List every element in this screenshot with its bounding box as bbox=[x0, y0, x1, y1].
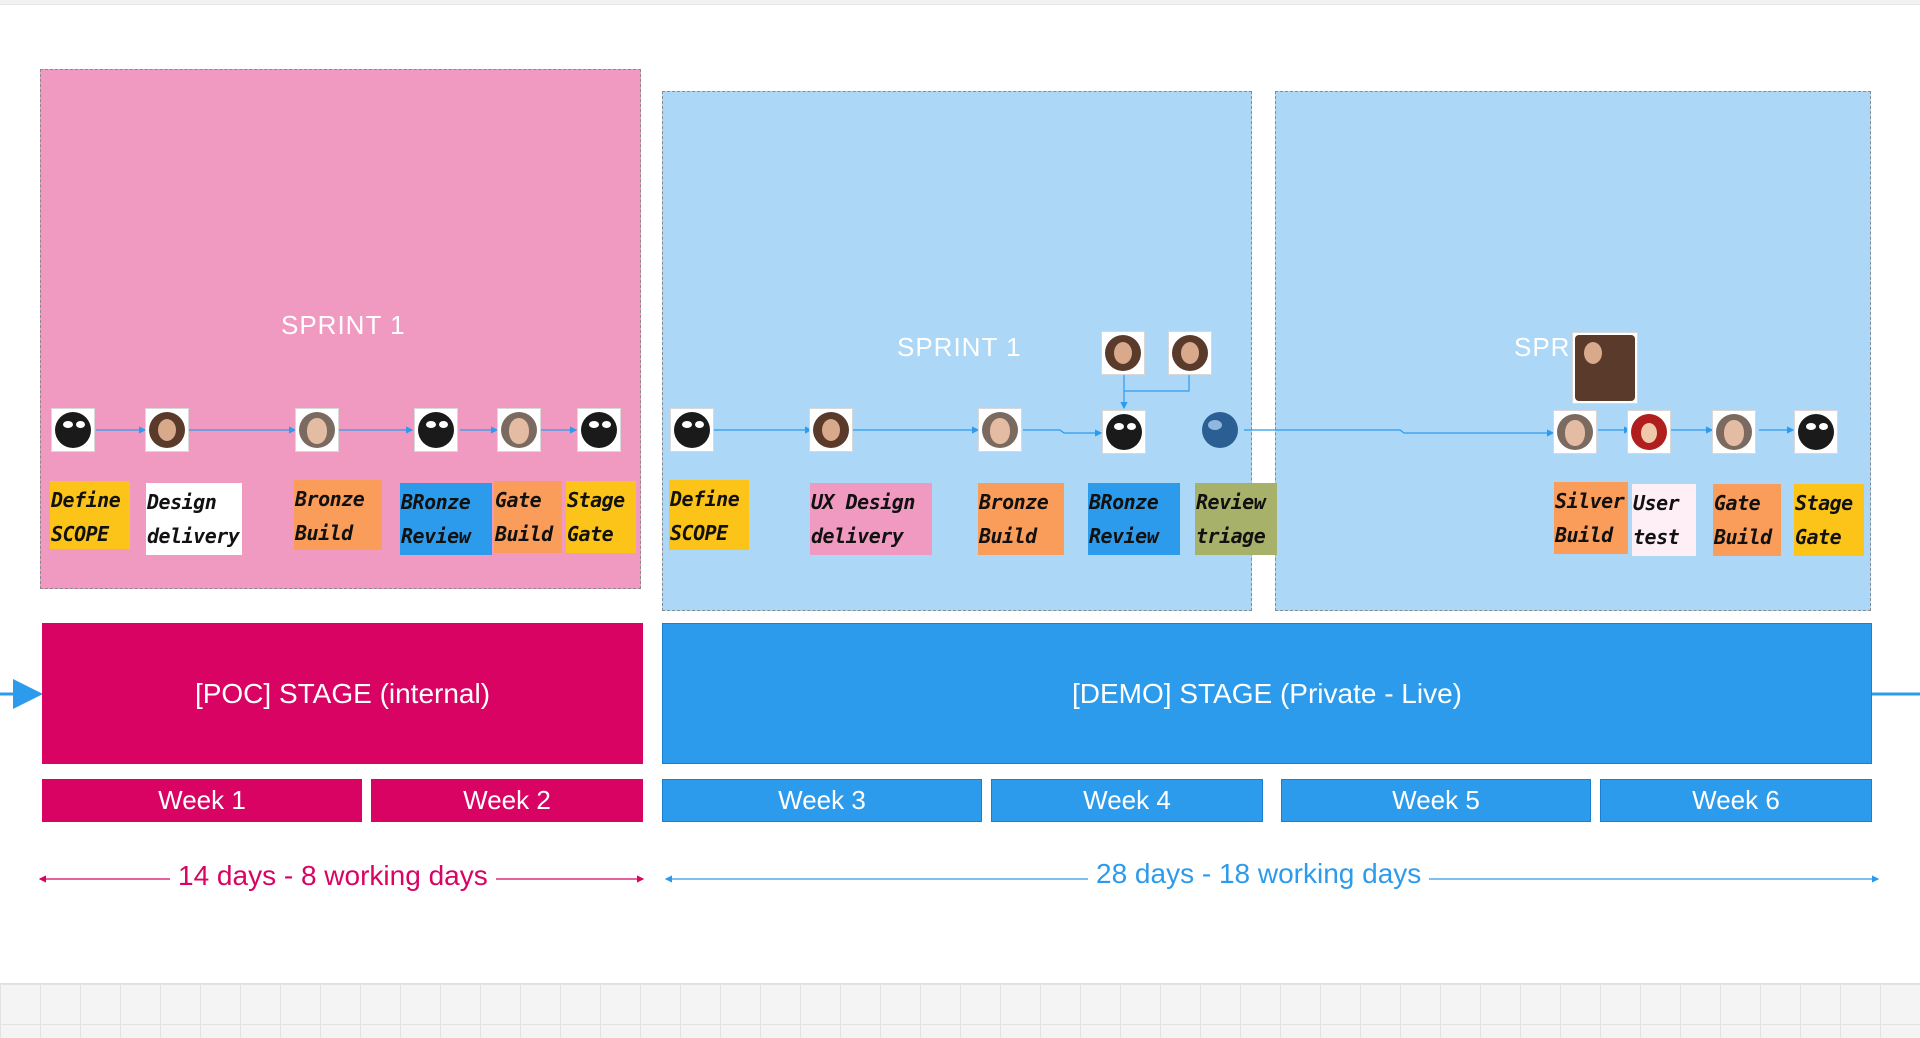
robot-avatar-icon[interactable] bbox=[1794, 410, 1838, 454]
sprint-label: SPRI bbox=[1514, 332, 1579, 362]
sticky-note[interactable]: Silver Build bbox=[1554, 482, 1628, 554]
woman-avatar-icon[interactable] bbox=[1572, 332, 1638, 404]
sticky-note[interactable]: Gate Build bbox=[1713, 484, 1781, 556]
sticky-note[interactable]: Stage Gate bbox=[1794, 484, 1864, 556]
avatar-face bbox=[982, 412, 1018, 448]
sticky-note[interactable]: UX Design delivery bbox=[810, 483, 932, 555]
avatar-face bbox=[1202, 412, 1238, 448]
demo-stage-bar[interactable]: [DEMO] STAGE (Private - Live) bbox=[662, 623, 1872, 764]
sticky-note[interactable]: Bronze Build bbox=[978, 483, 1064, 555]
sticky-note[interactable]: Bronze Build bbox=[294, 480, 382, 550]
avatar-face bbox=[55, 412, 91, 448]
week-bar[interactable]: Week 4 bbox=[991, 779, 1263, 822]
sticky-note[interactable]: Define SCOPE bbox=[669, 480, 749, 550]
poc-duration-label: 14 days - 8 working days bbox=[170, 860, 496, 892]
week-bar[interactable]: Week 5 bbox=[1281, 779, 1591, 822]
woman-avatar-icon[interactable] bbox=[1168, 331, 1212, 375]
avatar-face bbox=[1557, 414, 1593, 450]
sticky-note[interactable]: Stage Gate bbox=[566, 481, 636, 553]
woman-avatar-icon[interactable] bbox=[1101, 331, 1145, 375]
avatar-face bbox=[813, 412, 849, 448]
week-bar[interactable]: Week 1 bbox=[42, 779, 362, 822]
avatar-face bbox=[581, 412, 617, 448]
avatar-face bbox=[501, 412, 537, 448]
avatar-face bbox=[1631, 414, 1667, 450]
avatar-face bbox=[674, 412, 710, 448]
redhair-avatar-icon[interactable] bbox=[1627, 410, 1671, 454]
woman-avatar-icon[interactable] bbox=[145, 408, 189, 452]
demo-duration-label: 28 days - 18 working days bbox=[1088, 858, 1430, 890]
robot-avatar-icon[interactable] bbox=[414, 408, 458, 452]
sprint-label: SPRINT 1 bbox=[897, 332, 1022, 362]
top-edge bbox=[0, 0, 1920, 5]
robot-avatar-icon[interactable] bbox=[51, 408, 95, 452]
sticky-note[interactable]: Gate Build bbox=[494, 481, 562, 553]
robot-avatar-icon[interactable] bbox=[670, 408, 714, 452]
globe-avatar-icon[interactable] bbox=[1198, 408, 1242, 452]
man-avatar-icon[interactable] bbox=[978, 408, 1022, 452]
man-avatar-icon[interactable] bbox=[1712, 410, 1756, 454]
avatar-face bbox=[299, 412, 335, 448]
week-bar[interactable]: Week 6 bbox=[1600, 779, 1872, 822]
sticky-note[interactable]: BRonze Review bbox=[400, 483, 492, 555]
sticky-note[interactable]: Review triage bbox=[1195, 483, 1277, 555]
avatar-face bbox=[1798, 414, 1834, 450]
avatar-face bbox=[149, 412, 185, 448]
sticky-note[interactable]: Define SCOPE bbox=[50, 481, 130, 549]
sticky-note[interactable]: BRonze Review bbox=[1088, 483, 1180, 555]
canvas-grid-strip bbox=[0, 983, 1920, 1038]
week-bar[interactable]: Week 2 bbox=[371, 779, 643, 822]
avatar-face bbox=[1105, 335, 1141, 371]
man-avatar-icon[interactable] bbox=[295, 408, 339, 452]
robot-avatar-icon[interactable] bbox=[577, 408, 621, 452]
man-avatar-icon[interactable] bbox=[497, 408, 541, 452]
poc-stage-bar[interactable]: [POC] STAGE (internal) bbox=[42, 623, 643, 764]
woman-avatar-icon[interactable] bbox=[809, 408, 853, 452]
avatar-face bbox=[1172, 335, 1208, 371]
sprint-label: SPRINT 1 bbox=[281, 310, 406, 340]
avatar-face bbox=[418, 412, 454, 448]
avatar-face bbox=[1716, 414, 1752, 450]
week-bar[interactable]: Week 3 bbox=[662, 779, 982, 822]
robot-avatar-icon[interactable] bbox=[1102, 410, 1146, 454]
sticky-note[interactable]: User test bbox=[1632, 484, 1696, 556]
avatar-face bbox=[1575, 335, 1635, 401]
sticky-note[interactable]: Design delivery bbox=[146, 483, 242, 555]
avatar-face bbox=[1106, 414, 1142, 450]
man-avatar-icon[interactable] bbox=[1553, 410, 1597, 454]
